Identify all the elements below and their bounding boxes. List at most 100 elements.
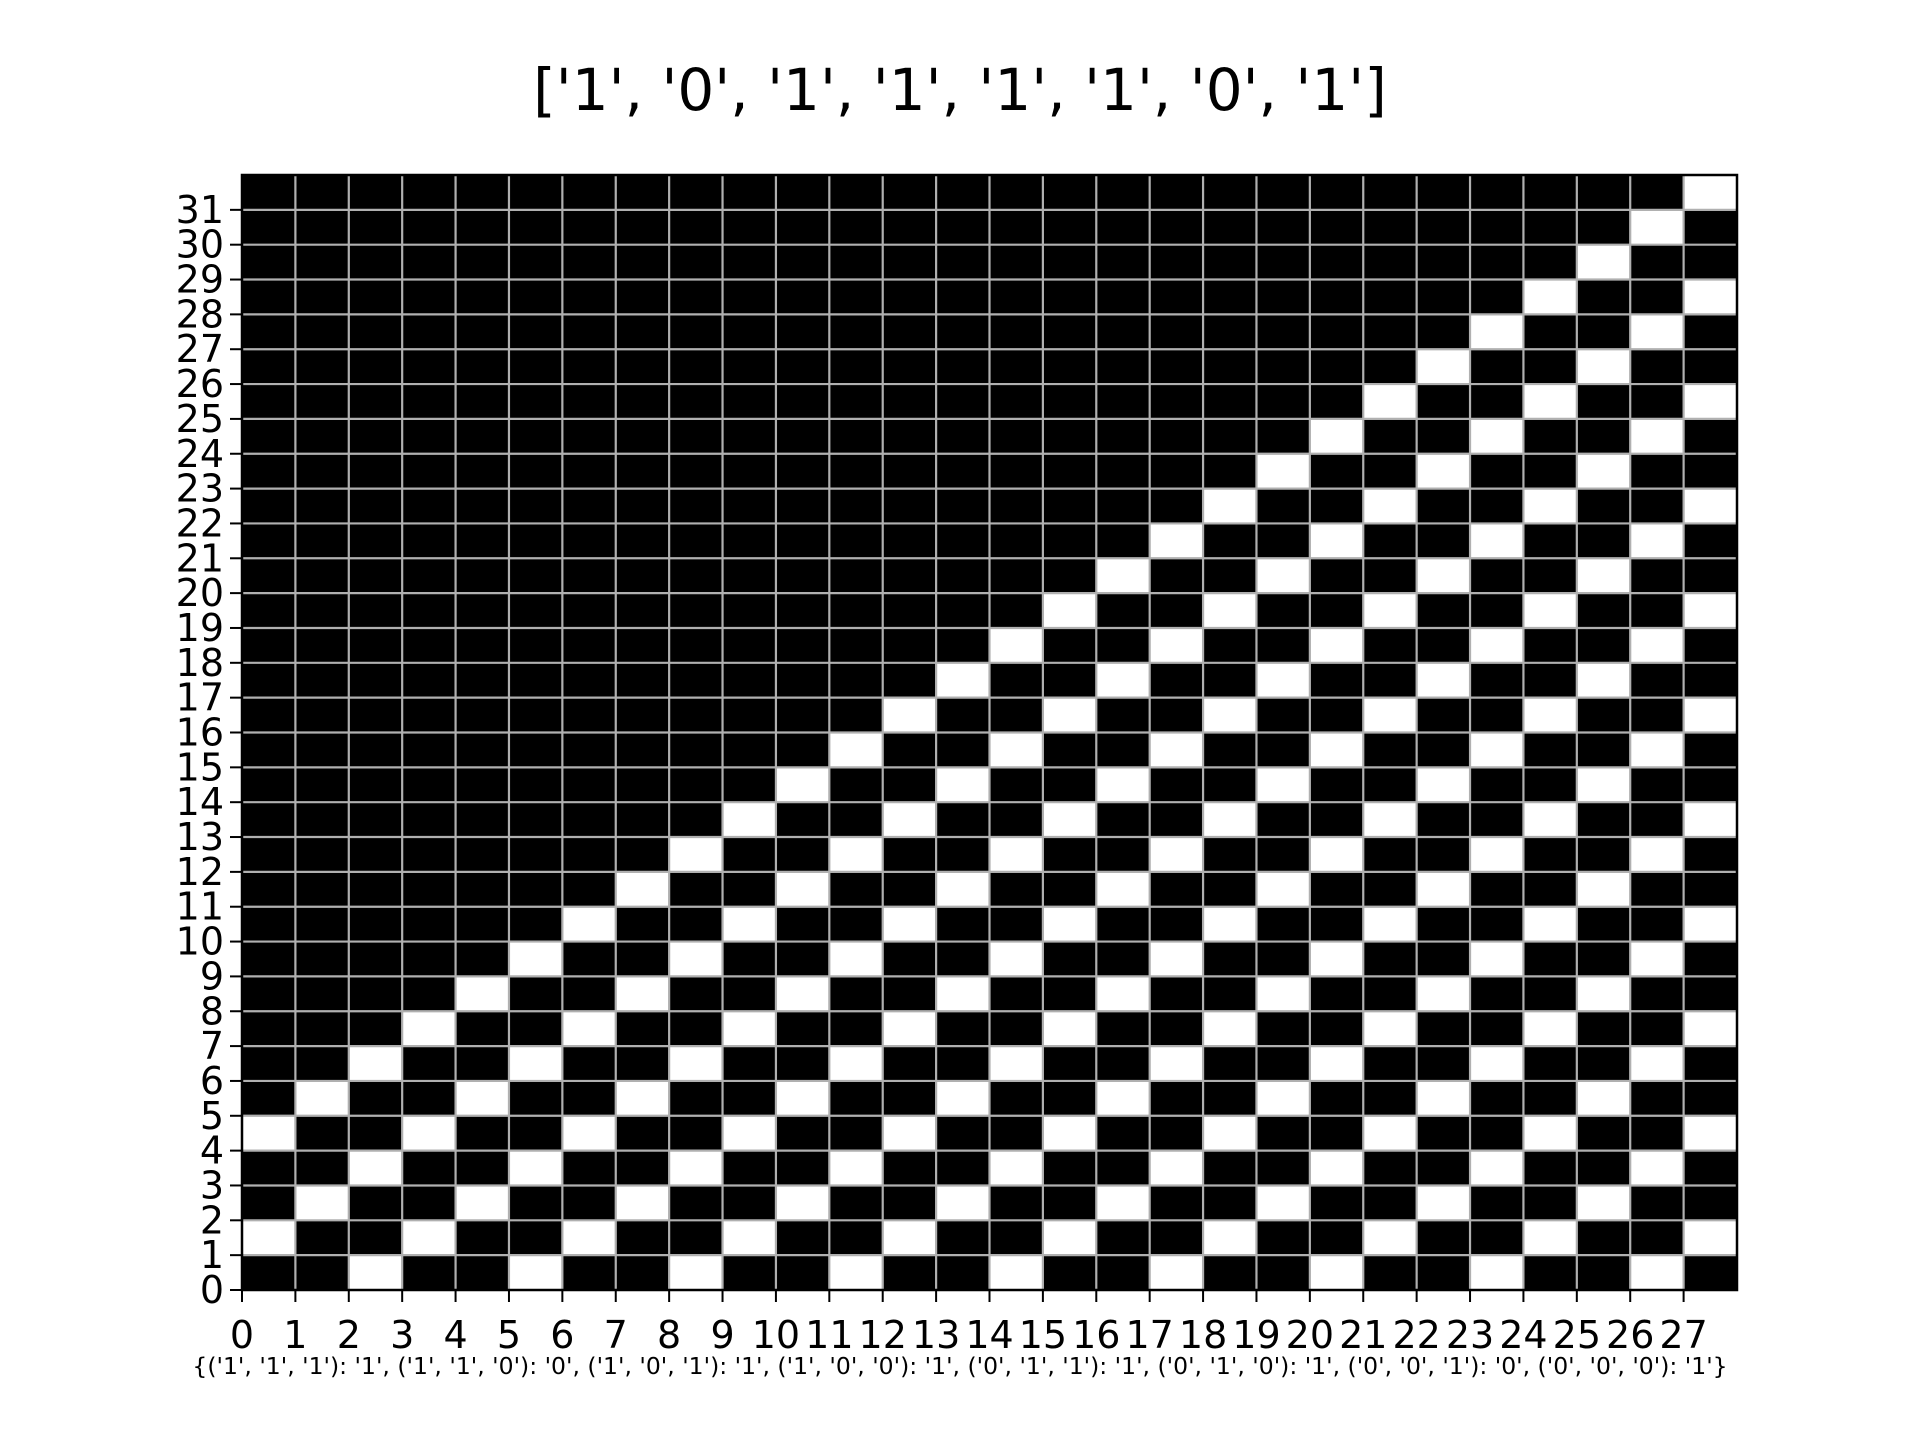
cell-r9-c7 [616,489,670,524]
x-tick-label: 7 [604,1313,628,1357]
cell-r30-c3 [402,1220,456,1255]
x-tick-label: 22 [1392,1313,1440,1357]
cell-r14-c15 [1043,663,1097,698]
cell-r14-c6 [562,663,616,698]
cell-r18-c25 [1577,802,1631,837]
x-tick-label: 3 [390,1313,414,1357]
cell-r21-c26 [1630,907,1684,942]
cell-r31-c18 [1203,1255,1257,1290]
cell-r3-c27 [1684,280,1738,315]
cell-r19-c2 [349,837,403,872]
cell-r22-c1 [295,942,349,977]
cell-r24-c6 [562,1011,616,1046]
cell-r2-c5 [509,245,563,280]
cell-r14-c2 [349,663,403,698]
cell-r25-c18 [1203,1046,1257,1081]
cell-r14-c25 [1577,663,1631,698]
cell-r9-c10 [776,489,830,524]
cell-r30-c13 [936,1220,990,1255]
cell-r3-c1 [295,280,349,315]
cell-r4-c0 [242,314,296,349]
cell-r10-c21 [1363,523,1417,558]
cell-r9-c16 [1096,489,1150,524]
cell-r28-c18 [1203,1151,1257,1186]
cell-r0-c11 [829,175,883,210]
cell-r24-c20 [1310,1011,1364,1046]
cell-r19-c7 [616,837,670,872]
cell-r15-c19 [1256,698,1310,733]
cell-r9-c27 [1684,489,1738,524]
cell-r10-c24 [1523,523,1577,558]
cell-r8-c6 [562,454,616,489]
cell-r14-c27 [1684,663,1738,698]
cell-r7-c7 [616,419,670,454]
cell-r3-c26 [1630,280,1684,315]
cell-r22-c23 [1470,942,1524,977]
cell-r12-c14 [990,593,1044,628]
cell-r20-c23 [1470,872,1524,907]
cell-r17-c11 [829,767,883,802]
cell-r17-c19 [1256,767,1310,802]
cell-r9-c20 [1310,489,1364,524]
cell-r27-c6 [562,1116,616,1151]
cell-r8-c22 [1417,454,1471,489]
cell-r9-c22 [1417,489,1471,524]
cell-r30-c15 [1043,1220,1097,1255]
cell-r21-c22 [1417,907,1471,942]
cell-r20-c26 [1630,872,1684,907]
cell-r3-c20 [1310,280,1364,315]
cell-r3-c11 [829,280,883,315]
cell-r10-c20 [1310,523,1364,558]
cell-r25-c10 [776,1046,830,1081]
cell-r3-c4 [456,280,510,315]
cell-r3-c16 [1096,280,1150,315]
cell-r4-c22 [1417,314,1471,349]
cell-r13-c13 [936,628,990,663]
cell-r31-c13 [936,1255,990,1290]
cell-r5-c2 [349,349,403,384]
cell-r17-c3 [402,767,456,802]
cell-r25-c23 [1470,1046,1524,1081]
cell-r20-c15 [1043,872,1097,907]
cell-r31-c23 [1470,1255,1524,1290]
cell-r0-c3 [402,175,456,210]
cell-r18-c6 [562,802,616,837]
cell-r11-c0 [242,558,296,593]
cell-r29-c15 [1043,1185,1097,1220]
cell-r12-c8 [669,593,723,628]
cell-r0-c12 [883,175,937,210]
cell-r3-c15 [1043,280,1097,315]
cell-r1-c18 [1203,210,1257,245]
cell-r7-c10 [776,419,830,454]
cell-r23-c17 [1150,976,1204,1011]
cell-r19-c26 [1630,837,1684,872]
cell-r0-c27 [1684,175,1738,210]
cell-r12-c7 [616,593,670,628]
cell-r19-c9 [723,837,777,872]
cell-r20-c4 [456,872,510,907]
cell-r28-c27 [1684,1151,1738,1186]
cell-r10-c10 [776,523,830,558]
cell-r19-c10 [776,837,830,872]
cell-r9-c17 [1150,489,1204,524]
cell-r31-c25 [1577,1255,1631,1290]
cell-r7-c9 [723,419,777,454]
cell-r11-c15 [1043,558,1097,593]
cell-r7-c24 [1523,419,1577,454]
cell-r30-c10 [776,1220,830,1255]
cell-r16-c12 [883,733,937,768]
cell-r15-c12 [883,698,937,733]
cell-r16-c10 [776,733,830,768]
cell-r14-c13 [936,663,990,698]
cell-r23-c5 [509,976,563,1011]
cell-r8-c8 [669,454,723,489]
cell-r7-c11 [829,419,883,454]
cell-r11-c14 [990,558,1044,593]
cell-r1-c0 [242,210,296,245]
cell-r24-c13 [936,1011,990,1046]
cell-r15-c8 [669,698,723,733]
cell-r24-c16 [1096,1011,1150,1046]
cell-r15-c11 [829,698,883,733]
cell-r15-c3 [402,698,456,733]
cell-r22-c22 [1417,942,1471,977]
